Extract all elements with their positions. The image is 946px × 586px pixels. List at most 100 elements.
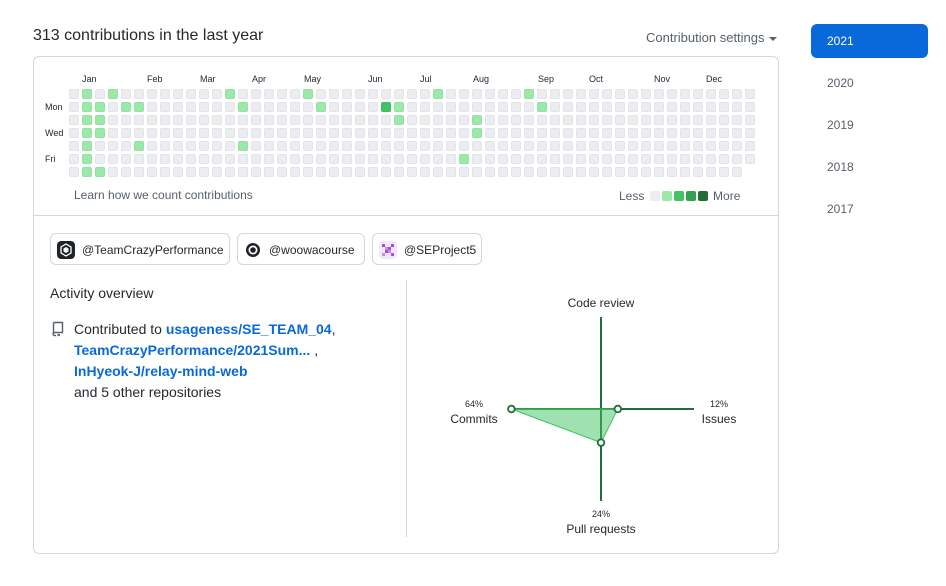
contribution-cell[interactable] <box>420 141 430 151</box>
contribution-cell[interactable] <box>368 141 378 151</box>
contribution-cell[interactable] <box>147 102 157 112</box>
contribution-cell[interactable] <box>69 154 79 164</box>
learn-contributions-link[interactable]: Learn how we count contributions <box>74 188 253 202</box>
contribution-cell[interactable] <box>212 89 222 99</box>
contribution-cell[interactable] <box>95 141 105 151</box>
contribution-cell[interactable] <box>719 141 729 151</box>
contribution-cell[interactable] <box>485 154 495 164</box>
contribution-cell[interactable] <box>459 167 469 177</box>
contribution-cell[interactable] <box>290 167 300 177</box>
contribution-cell[interactable] <box>316 154 326 164</box>
contribution-cell[interactable] <box>537 154 547 164</box>
contribution-cell[interactable] <box>498 154 508 164</box>
contribution-cell[interactable] <box>407 89 417 99</box>
contribution-cell[interactable] <box>212 141 222 151</box>
contribution-cell[interactable] <box>264 115 274 125</box>
contribution-cell[interactable] <box>121 89 131 99</box>
contribution-cell[interactable] <box>693 154 703 164</box>
contribution-cell[interactable] <box>563 89 573 99</box>
contribution-cell[interactable] <box>446 102 456 112</box>
contribution-cell[interactable] <box>641 89 651 99</box>
contribution-cell[interactable] <box>264 128 274 138</box>
contribution-cell[interactable] <box>108 102 118 112</box>
contribution-cell[interactable] <box>329 167 339 177</box>
contribution-cell[interactable] <box>134 167 144 177</box>
contribution-cell[interactable] <box>316 141 326 151</box>
contribution-cell[interactable] <box>290 115 300 125</box>
contribution-cell[interactable] <box>654 167 664 177</box>
contribution-cell[interactable] <box>121 102 131 112</box>
contribution-cell[interactable] <box>576 154 586 164</box>
contribution-cell[interactable] <box>394 167 404 177</box>
contribution-cell[interactable] <box>589 102 599 112</box>
contribution-cell[interactable] <box>615 154 625 164</box>
contribution-cell[interactable] <box>264 102 274 112</box>
contribution-cell[interactable] <box>212 154 222 164</box>
contribution-cell[interactable] <box>485 89 495 99</box>
contribution-cell[interactable] <box>420 102 430 112</box>
contribution-cell[interactable] <box>329 128 339 138</box>
contribution-cell[interactable] <box>563 128 573 138</box>
contribution-cell[interactable] <box>186 128 196 138</box>
contribution-cell[interactable] <box>589 167 599 177</box>
contribution-cell[interactable] <box>342 154 352 164</box>
contribution-cell[interactable] <box>186 102 196 112</box>
contribution-cell[interactable] <box>82 154 92 164</box>
contribution-cell[interactable] <box>394 102 404 112</box>
contribution-cell[interactable] <box>446 89 456 99</box>
contribution-cell[interactable] <box>121 167 131 177</box>
contribution-cell[interactable] <box>277 89 287 99</box>
contribution-cell[interactable] <box>524 154 534 164</box>
contribution-cell[interactable] <box>368 128 378 138</box>
contribution-cell[interactable] <box>121 154 131 164</box>
contribution-cell[interactable] <box>706 141 716 151</box>
contribution-cell[interactable] <box>719 89 729 99</box>
contribution-cell[interactable] <box>394 89 404 99</box>
contribution-cell[interactable] <box>446 154 456 164</box>
contribution-cell[interactable] <box>485 102 495 112</box>
year-link-2021[interactable]: 2021 <box>811 24 928 58</box>
contribution-cell[interactable] <box>407 128 417 138</box>
contribution-cell[interactable] <box>394 141 404 151</box>
contribution-cell[interactable] <box>69 89 79 99</box>
contribution-cell[interactable] <box>459 89 469 99</box>
contribution-cell[interactable] <box>199 128 209 138</box>
contribution-cell[interactable] <box>706 102 716 112</box>
contribution-cell[interactable] <box>602 154 612 164</box>
contribution-cell[interactable] <box>368 102 378 112</box>
contribution-cell[interactable] <box>732 102 742 112</box>
contribution-cell[interactable] <box>108 115 118 125</box>
contribution-cell[interactable] <box>589 89 599 99</box>
contribution-cell[interactable] <box>719 115 729 125</box>
contribution-cell[interactable] <box>628 89 638 99</box>
contribution-cell[interactable] <box>433 141 443 151</box>
contribution-cell[interactable] <box>511 154 521 164</box>
contribution-cell[interactable] <box>160 89 170 99</box>
contribution-cell[interactable] <box>82 141 92 151</box>
contribution-cell[interactable] <box>680 141 690 151</box>
contribution-cell[interactable] <box>199 115 209 125</box>
contribution-cell[interactable] <box>498 89 508 99</box>
contribution-cell[interactable] <box>680 102 690 112</box>
contribution-cell[interactable] <box>589 154 599 164</box>
contribution-cell[interactable] <box>355 115 365 125</box>
contribution-cell[interactable] <box>251 141 261 151</box>
contribution-cell[interactable] <box>329 89 339 99</box>
contribution-cell[interactable] <box>498 167 508 177</box>
year-link-2019[interactable]: 2019 <box>827 118 854 132</box>
contribution-cell[interactable] <box>524 167 534 177</box>
contribution-cell[interactable] <box>212 167 222 177</box>
contribution-cell[interactable] <box>563 115 573 125</box>
repo-link[interactable]: InHyeok-J/relay-mind-web <box>74 363 248 379</box>
contribution-cell[interactable] <box>160 167 170 177</box>
contribution-cell[interactable] <box>95 89 105 99</box>
org-button-seproject5[interactable]: @SEProject5 <box>372 233 482 265</box>
contribution-cell[interactable] <box>121 141 131 151</box>
contribution-cell[interactable] <box>108 141 118 151</box>
contribution-cell[interactable] <box>342 89 352 99</box>
contribution-cell[interactable] <box>550 89 560 99</box>
contribution-cell[interactable] <box>251 154 261 164</box>
contribution-cell[interactable] <box>719 128 729 138</box>
contribution-cell[interactable] <box>173 102 183 112</box>
contribution-cell[interactable] <box>212 102 222 112</box>
